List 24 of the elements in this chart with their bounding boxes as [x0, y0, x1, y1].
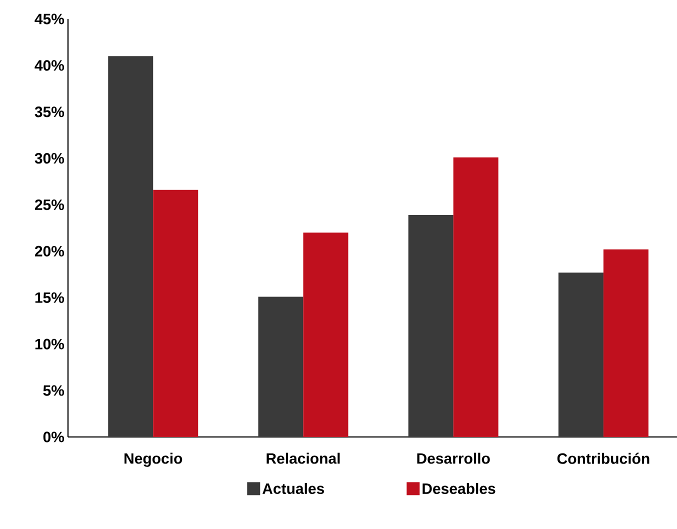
bar — [303, 232, 348, 437]
x-tick-label: Contribución — [557, 452, 650, 464]
y-tick-label: 10% — [35, 338, 64, 350]
y-tick-label: 15% — [35, 292, 64, 303]
y-tick-label: 30% — [34, 153, 64, 164]
bar — [153, 190, 198, 437]
x-tick-label: Negocio — [124, 452, 182, 467]
y-tick-label: 40% — [34, 60, 64, 71]
y-tick-label: 35% — [34, 106, 64, 118]
bar — [108, 56, 154, 437]
y-tick-label: 0% — [43, 432, 64, 442]
bar — [408, 214, 454, 437]
legend-label: Actuales — [262, 482, 324, 494]
bar — [603, 249, 648, 437]
x-tick-label: Relacional — [266, 452, 340, 464]
legend-label: Deseables — [422, 482, 496, 494]
bar — [558, 272, 604, 437]
y-tick-label: 25% — [34, 199, 64, 210]
bar — [258, 296, 304, 437]
y-tick-label: 5% — [43, 385, 64, 396]
y-tick-label: 45% — [34, 14, 64, 24]
y-tick-label: 20% — [34, 246, 64, 257]
bar — [453, 157, 498, 437]
x-tick-label: Desarrollo — [417, 452, 490, 464]
